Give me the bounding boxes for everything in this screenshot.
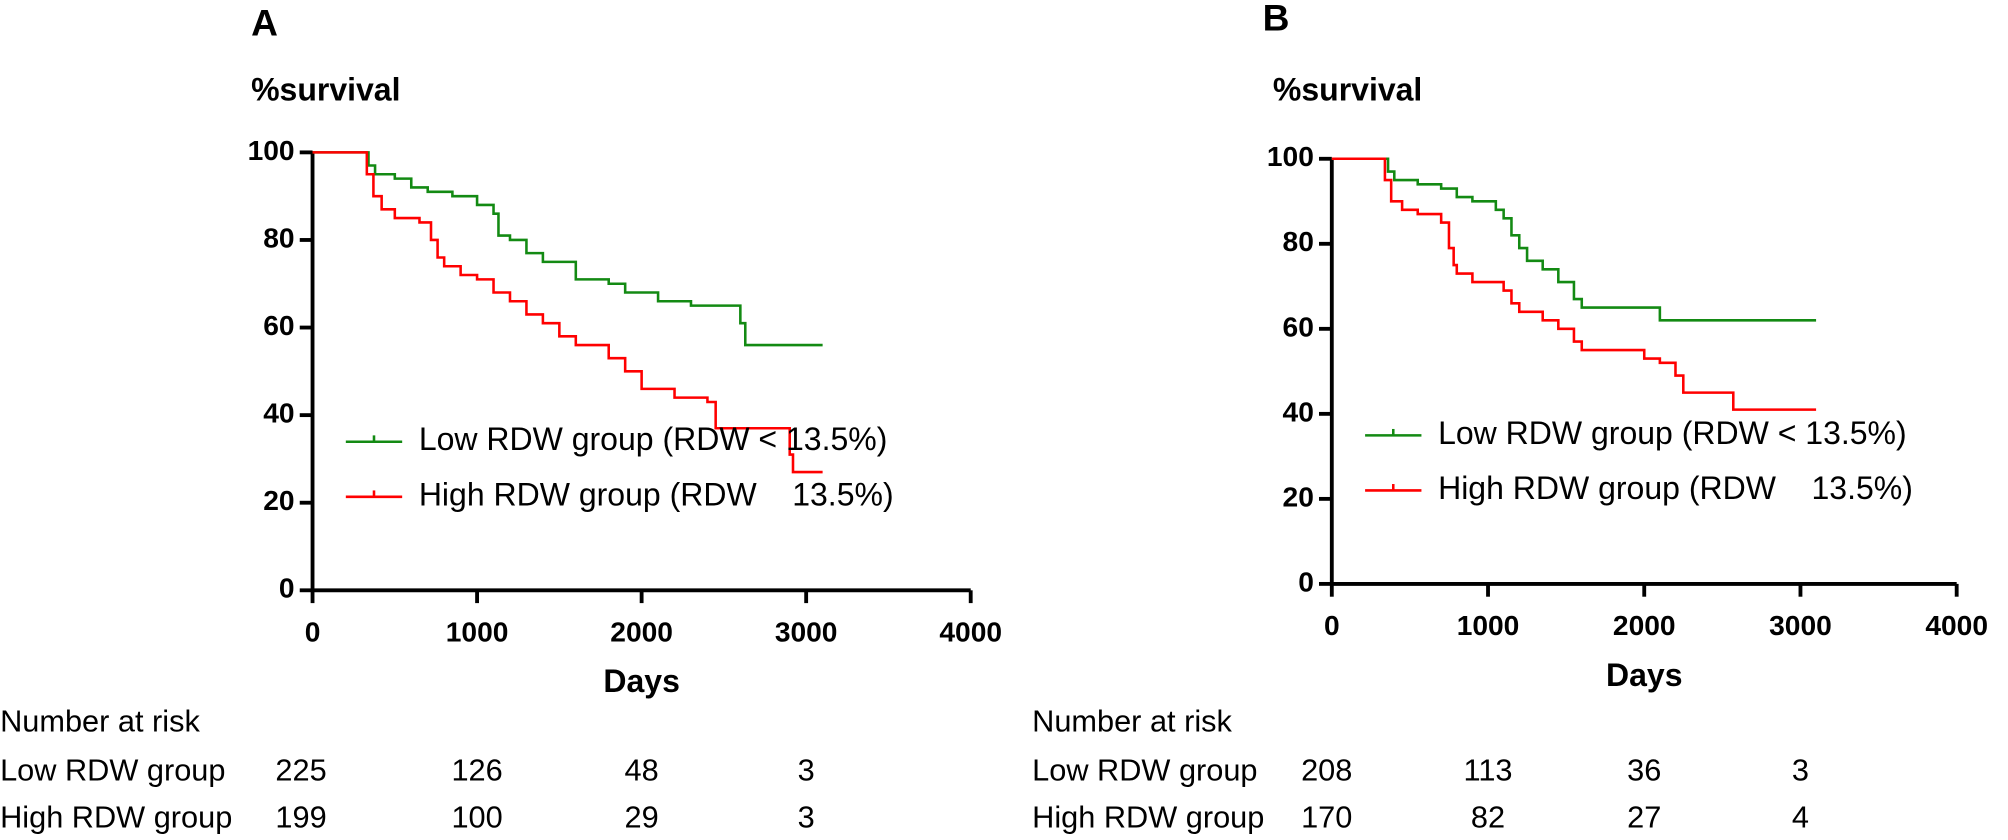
risk-value: 208 — [1301, 752, 1352, 787]
y-tick-label: 20 — [1283, 480, 1314, 512]
survival-curve — [312, 151, 823, 474]
legend-label: High RDW group (RDW 13.5%) — [1438, 470, 1913, 506]
risk-value: 27 — [1627, 800, 1661, 835]
y-tick-label: 60 — [1283, 310, 1314, 342]
x-tick-label: 3000 — [1769, 609, 1832, 641]
risk-value: 4 — [1792, 800, 1809, 835]
risk-row-name: Low RDW group — [1032, 752, 1257, 787]
survival-curve — [1331, 157, 1817, 411]
risk-value: 126 — [451, 752, 502, 787]
panel-letter: B — [1263, 0, 1290, 38]
risk-row-name: Low RDW group — [0, 752, 225, 787]
panel-letter: A — [251, 1, 278, 43]
y-tick-label: 40 — [1283, 395, 1314, 427]
y-tick-label: 20 — [263, 484, 294, 516]
risk-row-name: High RDW group — [0, 800, 232, 835]
x-tick-label: 1000 — [446, 615, 509, 647]
x-tick-label: 1000 — [1457, 609, 1520, 641]
risk-value: 3 — [1792, 752, 1809, 787]
risk-value: 82 — [1471, 800, 1505, 835]
y-tick-label: 0 — [279, 572, 295, 604]
legend-label: Low RDW group (RDW < 13.5%) — [1438, 415, 1907, 451]
risk-value: 36 — [1627, 752, 1661, 787]
y-tick-label: 60 — [263, 309, 294, 341]
x-tick-label: 2000 — [1613, 609, 1676, 641]
x-tick-label: 3000 — [775, 615, 838, 647]
y-axis-label: %survival — [251, 72, 400, 108]
x-tick-label: 2000 — [610, 615, 673, 647]
y-tick-label: 40 — [263, 397, 294, 429]
risk-table-title: Number at risk — [0, 704, 200, 739]
risk-value: 113 — [1464, 752, 1513, 787]
risk-value: 29 — [625, 800, 659, 835]
y-tick-label: 80 — [263, 221, 294, 253]
risk-value: 170 — [1301, 800, 1352, 835]
x-axis-label: Days — [603, 663, 680, 699]
legend-label: High RDW group (RDW 13.5%) — [419, 476, 894, 512]
y-axis-label: %survival — [1273, 72, 1422, 108]
risk-value: 100 — [451, 800, 502, 835]
risk-value: 199 — [275, 800, 326, 835]
survival-curve — [1331, 157, 1817, 322]
y-tick-label: 80 — [1283, 225, 1314, 257]
y-tick-label: 0 — [1298, 565, 1314, 597]
y-tick-label: 100 — [248, 134, 295, 166]
risk-row-name: High RDW group — [1032, 800, 1264, 835]
risk-value: 225 — [275, 752, 326, 787]
x-axis-label: Days — [1606, 657, 1683, 693]
risk-value: 48 — [625, 752, 659, 787]
survival-curve — [312, 151, 823, 347]
risk-value: 3 — [798, 752, 815, 787]
risk-value: 3 — [798, 800, 815, 835]
x-tick-label: 0 — [1324, 609, 1340, 641]
risk-table-title: Number at risk — [1032, 704, 1232, 739]
x-tick-label: 0 — [305, 615, 321, 647]
legend-label: Low RDW group (RDW < 13.5%) — [419, 421, 888, 457]
x-tick-label: 4000 — [939, 615, 1002, 647]
y-tick-label: 100 — [1267, 140, 1314, 172]
x-tick-label: 4000 — [1925, 609, 1988, 641]
